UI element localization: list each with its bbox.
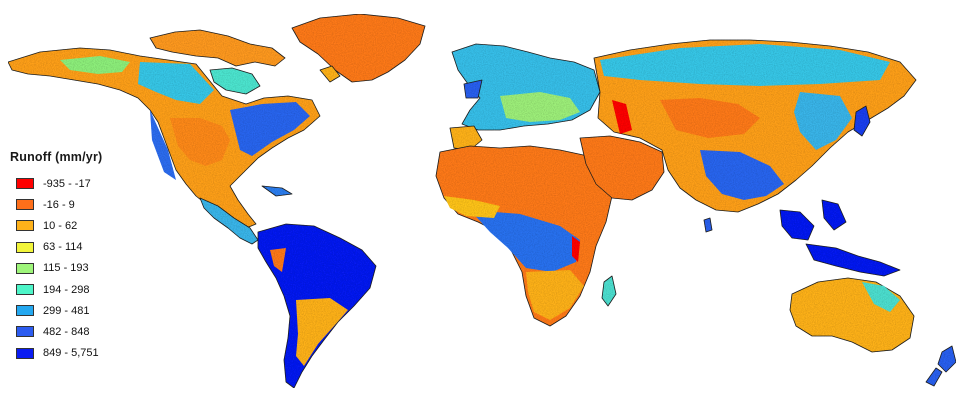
legend-swatch [16, 220, 34, 232]
legend-item: 299 - 481 [8, 300, 168, 321]
southeast-asia [779, 209, 815, 241]
legend-swatch [16, 347, 34, 359]
legend-label: 482 - 848 [43, 325, 90, 338]
legend-label: 63 - 114 [43, 241, 83, 254]
legend-label: 10 - 62 [43, 219, 78, 232]
legend-item: -16 - 9 [8, 194, 168, 215]
middle-east [579, 135, 665, 201]
legend-swatch [16, 241, 34, 253]
legend-items: -935 - -17 -16 - 9 10 - 62 63 - 114 115 … [8, 173, 168, 364]
legend-swatch [16, 284, 34, 296]
legend-label: 299 - 481 [43, 304, 90, 317]
legend-label: -935 - -17 [43, 177, 91, 190]
asia [593, 39, 917, 213]
legend-swatch [16, 262, 34, 274]
greenland [291, 13, 426, 83]
legend-item: 849 - 5,751 [8, 343, 168, 364]
australia [789, 277, 915, 353]
legend-label: -16 - 9 [43, 198, 75, 211]
central-america [199, 197, 259, 245]
legend-label: 849 - 5,751 [43, 347, 99, 360]
legend-item: 10 - 62 [8, 215, 168, 236]
legend-title: Runoff (mm/yr) [10, 150, 103, 164]
legend-item: 63 - 114 [8, 237, 168, 258]
legend-item: 482 - 848 [8, 321, 168, 342]
legend-label: 115 - 193 [43, 262, 89, 275]
legend-item: 194 - 298 [8, 279, 168, 300]
arctic-islands [149, 29, 286, 67]
north-america [7, 47, 321, 229]
legend-swatch [16, 199, 34, 211]
legend-swatch [16, 326, 34, 338]
legend-swatch [16, 305, 34, 317]
legend-item: -935 - -17 [8, 173, 168, 194]
legend-swatch [16, 178, 34, 190]
legend: Runoff (mm/yr) -935 - -17 -16 - 9 10 - 6… [8, 150, 168, 364]
legend-label: 194 - 298 [43, 283, 90, 296]
legend-item: 115 - 193 [8, 258, 168, 279]
